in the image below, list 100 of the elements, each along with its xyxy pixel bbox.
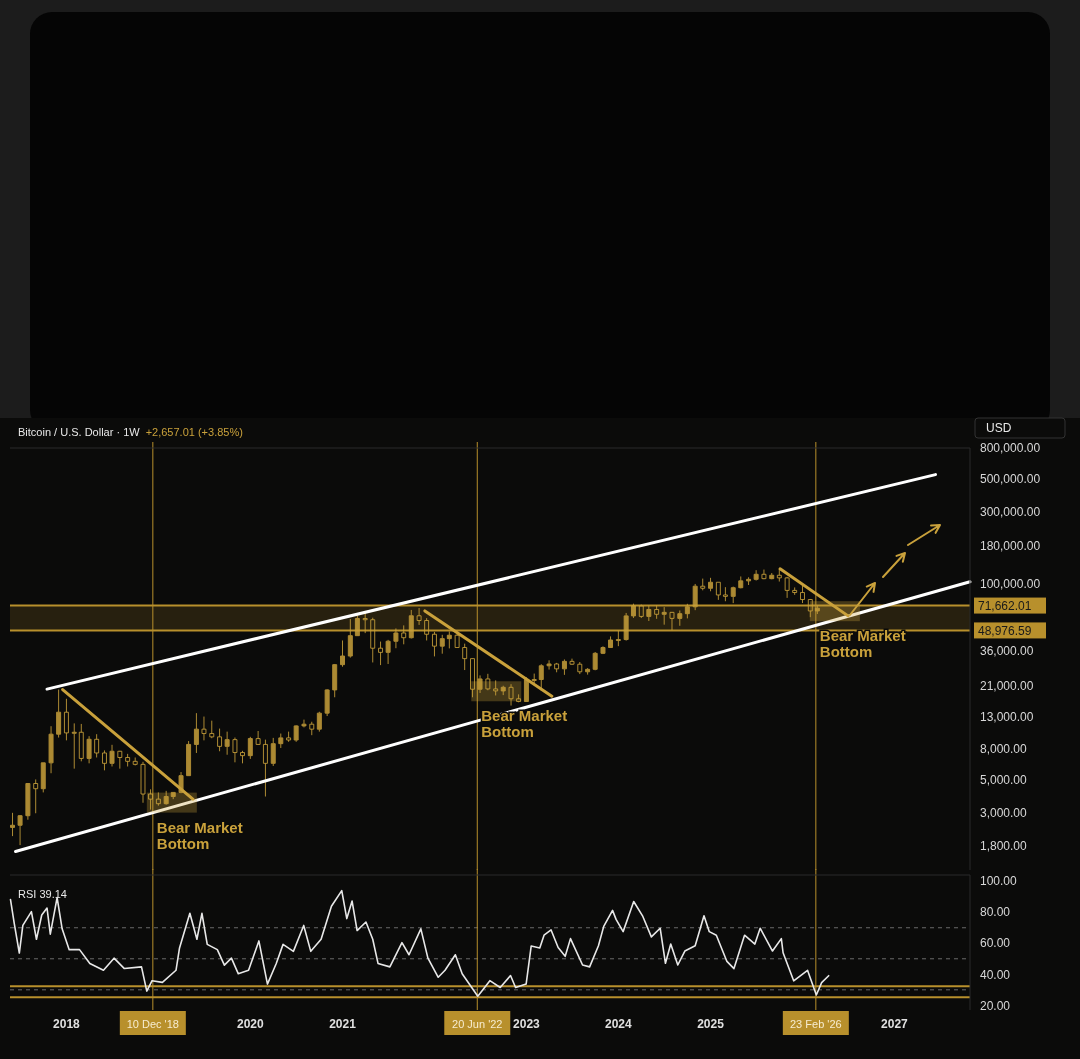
candlestick (370, 617, 376, 663)
candlestick (101, 749, 107, 771)
candlestick (170, 791, 176, 800)
ref-line-label: 20 Jun '22 (452, 1018, 503, 1030)
candlestick (814, 605, 820, 615)
candlestick (278, 733, 284, 749)
candlestick (508, 683, 514, 707)
ref-line-label: 48,976.59 (978, 623, 1032, 638)
y-tick-label: 36,000.00 (980, 643, 1034, 658)
candlestick (217, 728, 223, 752)
candlestick (424, 617, 430, 641)
y-tick-label: 40.00 (980, 967, 1011, 982)
candlestick (761, 569, 767, 580)
annotation: Bear Market Bottom (156, 818, 243, 852)
candlestick (608, 635, 614, 649)
candlestick (799, 584, 805, 604)
candlestick (516, 693, 522, 703)
candlestick (25, 783, 31, 821)
y-tick-label: 3,000.00 (980, 806, 1028, 821)
candlestick (401, 624, 407, 645)
candlestick (585, 667, 591, 676)
x-tick-label: 2025 (697, 1017, 725, 1031)
candlestick (431, 631, 437, 657)
y-tick-label: 60.00 (980, 936, 1011, 951)
candlestick (186, 740, 192, 777)
candlestick (462, 643, 468, 671)
candlestick (56, 689, 62, 739)
candlestick (708, 577, 714, 592)
y-tick-label: 180,000.00 (980, 538, 1041, 553)
candlestick (178, 771, 184, 794)
candlestick (262, 739, 268, 798)
candlestick (500, 685, 506, 696)
candlestick (255, 730, 261, 746)
x-tick-label: 2020 (236, 1017, 264, 1031)
candlestick (792, 586, 798, 596)
line-series (9, 889, 830, 997)
candlestick (240, 750, 245, 764)
candlestick (109, 744, 115, 767)
candlestick (485, 673, 491, 691)
candlestick (71, 722, 77, 770)
candlestick (669, 611, 675, 631)
candlestick (738, 575, 744, 589)
candlestick (561, 658, 567, 676)
candlestick (232, 737, 238, 763)
candlestick (362, 611, 368, 634)
candlestick (569, 658, 575, 666)
chart-title: Bitcoin / U.S. Dollar · 1W (18, 426, 140, 438)
ref-line-label: 23 Feb '26 (790, 1018, 842, 1030)
candlestick (454, 632, 460, 649)
candlestick (623, 612, 629, 642)
candlestick (677, 609, 683, 627)
candlestick (730, 586, 736, 604)
candlestick (316, 711, 322, 733)
candlestick (10, 812, 16, 837)
y-tick-label: 20.00 (980, 998, 1011, 1013)
candlestick (132, 756, 138, 766)
candlestick (155, 791, 161, 807)
y-tick-label: 300,000.00 (980, 505, 1041, 520)
candlestick (63, 698, 69, 741)
candlestick (224, 731, 230, 756)
candlestick (393, 627, 399, 649)
y-tick-label: 100.00 (980, 874, 1018, 889)
candlestick (416, 607, 422, 626)
candlestick (408, 609, 414, 639)
candlestick (531, 673, 537, 685)
y-tick-label: 800,000.00 (980, 441, 1041, 456)
y-tick-label: 13,000.00 (980, 710, 1034, 725)
candlestick (600, 645, 606, 655)
candlestick (286, 731, 292, 743)
candlestick (615, 629, 621, 647)
y-tick-label: 8,000.00 (980, 741, 1028, 756)
text: RSI 39.14 (18, 888, 67, 900)
candlestick (293, 724, 299, 743)
candlestick (78, 723, 84, 762)
candlestick (753, 569, 759, 582)
y-tick-label: 100,000.00 (980, 577, 1041, 592)
candlestick (193, 712, 199, 754)
candlestick (247, 736, 253, 760)
candlestick (354, 614, 360, 637)
candlestick (439, 634, 445, 655)
y-tick-label: 1,800.00 (980, 839, 1028, 854)
candlestick (638, 604, 644, 619)
candlestick (48, 725, 54, 774)
candlestick (378, 641, 384, 666)
candlestick (470, 657, 475, 698)
candlestick (722, 586, 728, 602)
ref-line-label: 10 Dec '18 (126, 1018, 179, 1030)
y-tick-label: 5,000.00 (980, 772, 1028, 787)
chart-subtitle: +2,657.01 (+3.85%) (145, 426, 243, 438)
y-tick-label: 21,000.00 (980, 678, 1034, 693)
candlestick (493, 679, 499, 696)
annotation: Bear Market Bottom (819, 627, 906, 661)
candlestick (270, 737, 276, 767)
candlestick (201, 716, 207, 741)
candlestick (86, 735, 92, 764)
candlestick (446, 630, 452, 649)
candlestick (148, 788, 154, 811)
x-tick-label: 2021 (329, 1017, 357, 1031)
candlestick (385, 639, 391, 665)
candlestick (309, 721, 315, 736)
